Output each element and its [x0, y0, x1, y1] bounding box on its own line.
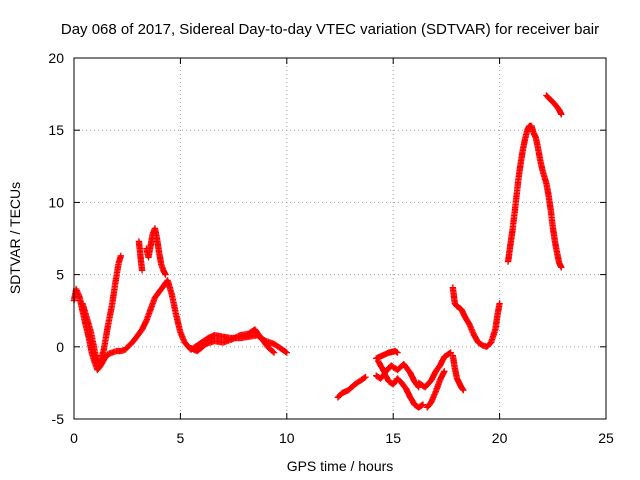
series-s11 [424, 368, 448, 411]
series-s5 [187, 326, 278, 356]
y-axis-label: SDTVAR / TECUs [7, 182, 23, 294]
y-tick-label: 20 [48, 50, 64, 66]
series-s9 [375, 358, 422, 391]
data-markers [70, 92, 565, 411]
x-tick-label: 5 [177, 430, 185, 446]
series-s2 [79, 252, 124, 368]
x-tick-label: 25 [598, 430, 614, 446]
series-s4 [143, 225, 169, 278]
plot-frame [73, 57, 607, 420]
y-tick-label: -5 [52, 411, 65, 427]
y-tick-label: 15 [48, 122, 64, 138]
series-s14 [504, 122, 565, 271]
x-axis-label: GPS time / hours [287, 458, 394, 474]
x-tick-label: 20 [492, 430, 508, 446]
series-s13 [449, 284, 503, 350]
x-tick-label: 10 [279, 430, 295, 446]
chart-title: Day 068 of 2017, Sidereal Day-to-day VTE… [61, 21, 599, 38]
x-tick-label: 0 [70, 430, 78, 446]
y-tick-label: 5 [56, 267, 64, 283]
series-s10 [415, 349, 454, 391]
series-s7 [373, 347, 401, 362]
series-s3 [135, 238, 146, 274]
series-s15 [543, 92, 565, 118]
x-tick-label: 15 [385, 430, 401, 446]
series-s12 [449, 352, 467, 394]
y-tick-label: 0 [56, 339, 64, 355]
y-tick-label: 10 [48, 194, 64, 210]
axis-ticks: 0 5 10 15 20 25 -5 0 5 10 15 20 [48, 50, 614, 446]
series-s6 [334, 373, 369, 401]
series-s8 [373, 371, 427, 411]
